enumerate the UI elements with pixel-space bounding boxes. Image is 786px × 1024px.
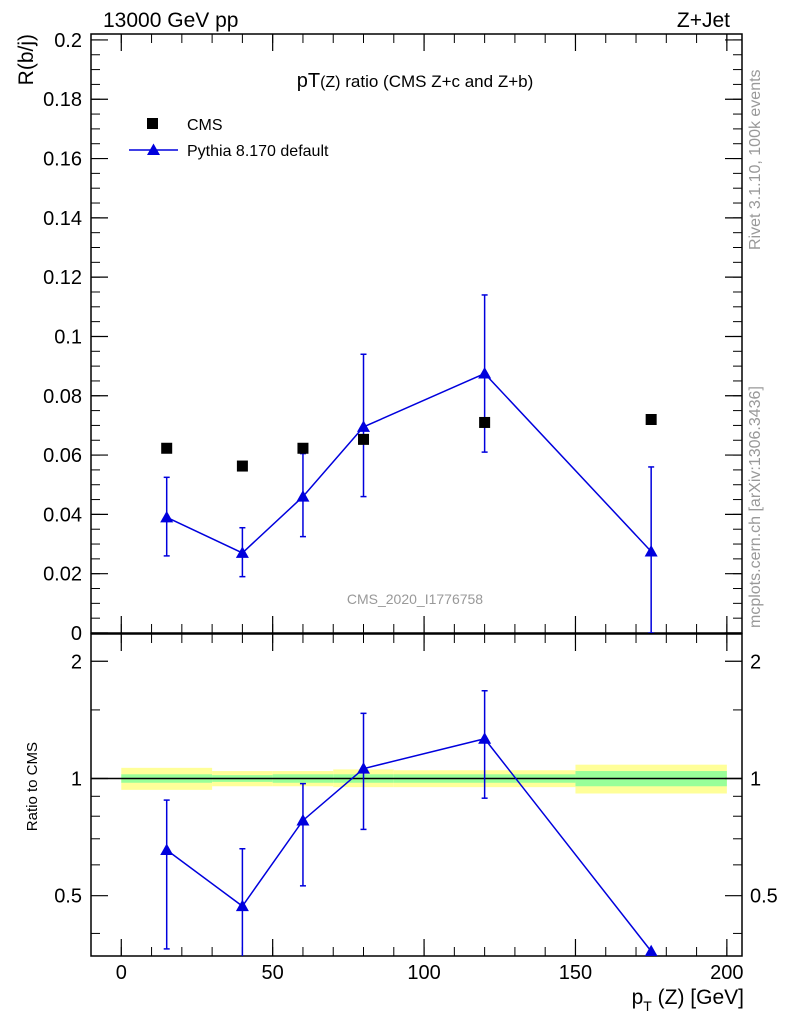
ratio-xtick-label: 50: [262, 962, 284, 984]
ratio-ytick-label-left: 2: [71, 651, 82, 673]
main-ytick-label: 0.18: [43, 89, 82, 111]
chart-title-main: pT: [297, 70, 320, 92]
main-ytick-label: 0.02: [43, 564, 82, 586]
chart-title-sub: (Z): [320, 74, 340, 91]
ratio-mc-point: [296, 813, 310, 826]
cms-point: [479, 416, 491, 428]
mc-point: [478, 367, 492, 379]
main-ytick-label: 0.2: [54, 30, 82, 52]
main-ytick-label: 0.08: [43, 386, 82, 408]
cms-point: [297, 442, 309, 454]
ratio-mc-point: [160, 843, 174, 856]
x-axis-label-sub: T: [643, 998, 652, 1014]
main-ylabel: R(b/j): [15, 34, 38, 85]
main-ytick-label: 0.14: [43, 208, 82, 230]
mcplots-label: mcplots.cern.ch [arXiv:1306.3436]: [747, 386, 764, 628]
main-ytick-label: 0.06: [43, 445, 82, 467]
cms-point: [358, 433, 370, 445]
mc-point: [644, 544, 658, 557]
ratio-xtick-label: 100: [407, 962, 440, 984]
chart-title-rest: ratio (CMS Z+c and Z+b): [341, 72, 534, 91]
mc-line: [166, 372, 652, 554]
ratio-mc-line: [166, 737, 652, 952]
main-ytick-label: 0.1: [54, 326, 82, 348]
ratio-frame: [90, 633, 743, 957]
header-right: Z+Jet: [677, 9, 730, 32]
ratio-xtick-label: 150: [559, 962, 592, 984]
ratio-xtick-label: 200: [710, 962, 743, 984]
legend-mc-label: Pythia 8.170 default: [187, 143, 329, 160]
mc-point: [235, 546, 249, 558]
legend: CMS Pythia 8.170 default: [129, 117, 329, 160]
ratio-ytick-label-left: 0.5: [54, 886, 82, 908]
main-panel: 00.020.040.060.080.10.120.140.160.180.2 …: [15, 30, 743, 645]
cms-point: [236, 460, 248, 472]
legend-cms-marker: [147, 118, 158, 129]
ratio-ytick-label-right: 0.5: [750, 886, 778, 908]
ratio-ytick-label-left: 1: [71, 768, 82, 790]
watermark: CMS_2020_I1776758: [347, 591, 483, 607]
ratio-mc-point: [235, 899, 249, 912]
main-ytick-label: 0.04: [43, 504, 82, 526]
mc-point: [296, 490, 310, 502]
main-ytick-label: 0.16: [43, 149, 82, 171]
mc-point: [357, 420, 371, 432]
ratio-mc-point: [644, 944, 658, 956]
ratio-ylabel: Ratio to CMS: [24, 742, 41, 831]
rivet-label: Rivet 3.1.10, 100k events: [747, 69, 764, 250]
ratio-ticks: 0.5 0.5 1 1 2 2 0 50 100 150 200: [54, 634, 778, 984]
legend-cms-label: CMS: [187, 117, 223, 134]
ratio-ytick-label-right: 2: [750, 651, 761, 673]
ratio-xtick-label: 0: [116, 962, 127, 984]
ratio-ytick-label-right: 1: [750, 768, 761, 790]
legend-mc-marker: [147, 143, 160, 155]
main-ytick-label: 0: [71, 623, 82, 645]
cms-point: [645, 413, 657, 425]
mc-point: [160, 510, 174, 523]
ratio-panel: 0.5 0.5 1 1 2 2 0 50 100 150 200 Ratio to CMS pT (…: [24, 633, 778, 1014]
chart-title: pT(Z) ratio (CMS Z+c and Z+b): [297, 70, 534, 92]
x-axis-label-rest: (Z) [GeV]: [652, 986, 744, 1009]
x-axis-label-main: p: [632, 986, 644, 1009]
cms-point: [161, 442, 173, 454]
main-ticks: 0 0.02 0.04 0.06 0.08 0.1 0.12 0.14 0.16 0.18 0.2: [43, 30, 742, 645]
ratio-mc-point: [478, 732, 492, 744]
x-axis-label: pT (Z) [GeV]: [632, 986, 744, 1014]
main-frame: [90, 33, 743, 634]
header-left: 13000 GeV pp: [103, 9, 238, 32]
ratio-mc-point: [357, 762, 371, 774]
main-ytick-label: 0.12: [43, 267, 82, 289]
